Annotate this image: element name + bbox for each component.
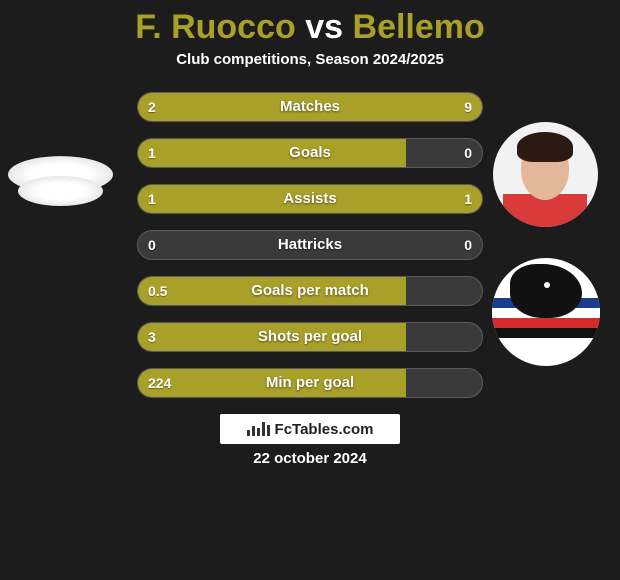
player1-avatar-shadow: [18, 176, 103, 206]
stat-row: 224Min per goal: [137, 368, 483, 398]
stat-label: Matches: [138, 93, 482, 121]
stat-label: Min per goal: [138, 369, 482, 397]
stat-row: 10Goals: [137, 138, 483, 168]
stat-row: 3Shots per goal: [137, 322, 483, 352]
stat-row: 11Assists: [137, 184, 483, 214]
player1-name: F. Ruocco: [135, 8, 296, 46]
comparison-title: F. Ruocco vs Bellemo: [0, 0, 620, 51]
stat-rows: 29Matches 10Goals 11Assists 00Hattricks 0.5G…: [137, 92, 483, 398]
stat-label: Assists: [138, 185, 482, 213]
logo-text: FcTables.com: [275, 421, 374, 438]
stat-label: Hattricks: [138, 231, 482, 259]
date-text: 22 october 2024: [0, 450, 620, 467]
subtitle: Club competitions, Season 2024/2025: [0, 51, 620, 68]
stat-row: 29Matches: [137, 92, 483, 122]
stat-label: Goals per match: [138, 277, 482, 305]
stat-row: 0.5Goals per match: [137, 276, 483, 306]
player2-club-crest: [492, 258, 600, 366]
stat-label: Shots per goal: [138, 323, 482, 351]
stat-label: Goals: [138, 139, 482, 167]
fctables-logo: FcTables.com: [220, 414, 400, 444]
player2-name: Bellemo: [353, 8, 485, 46]
player2-avatar: [493, 122, 598, 227]
stat-row: 00Hattricks: [137, 230, 483, 260]
vs-text: vs: [305, 8, 343, 46]
logo-bars-icon: [247, 422, 270, 436]
